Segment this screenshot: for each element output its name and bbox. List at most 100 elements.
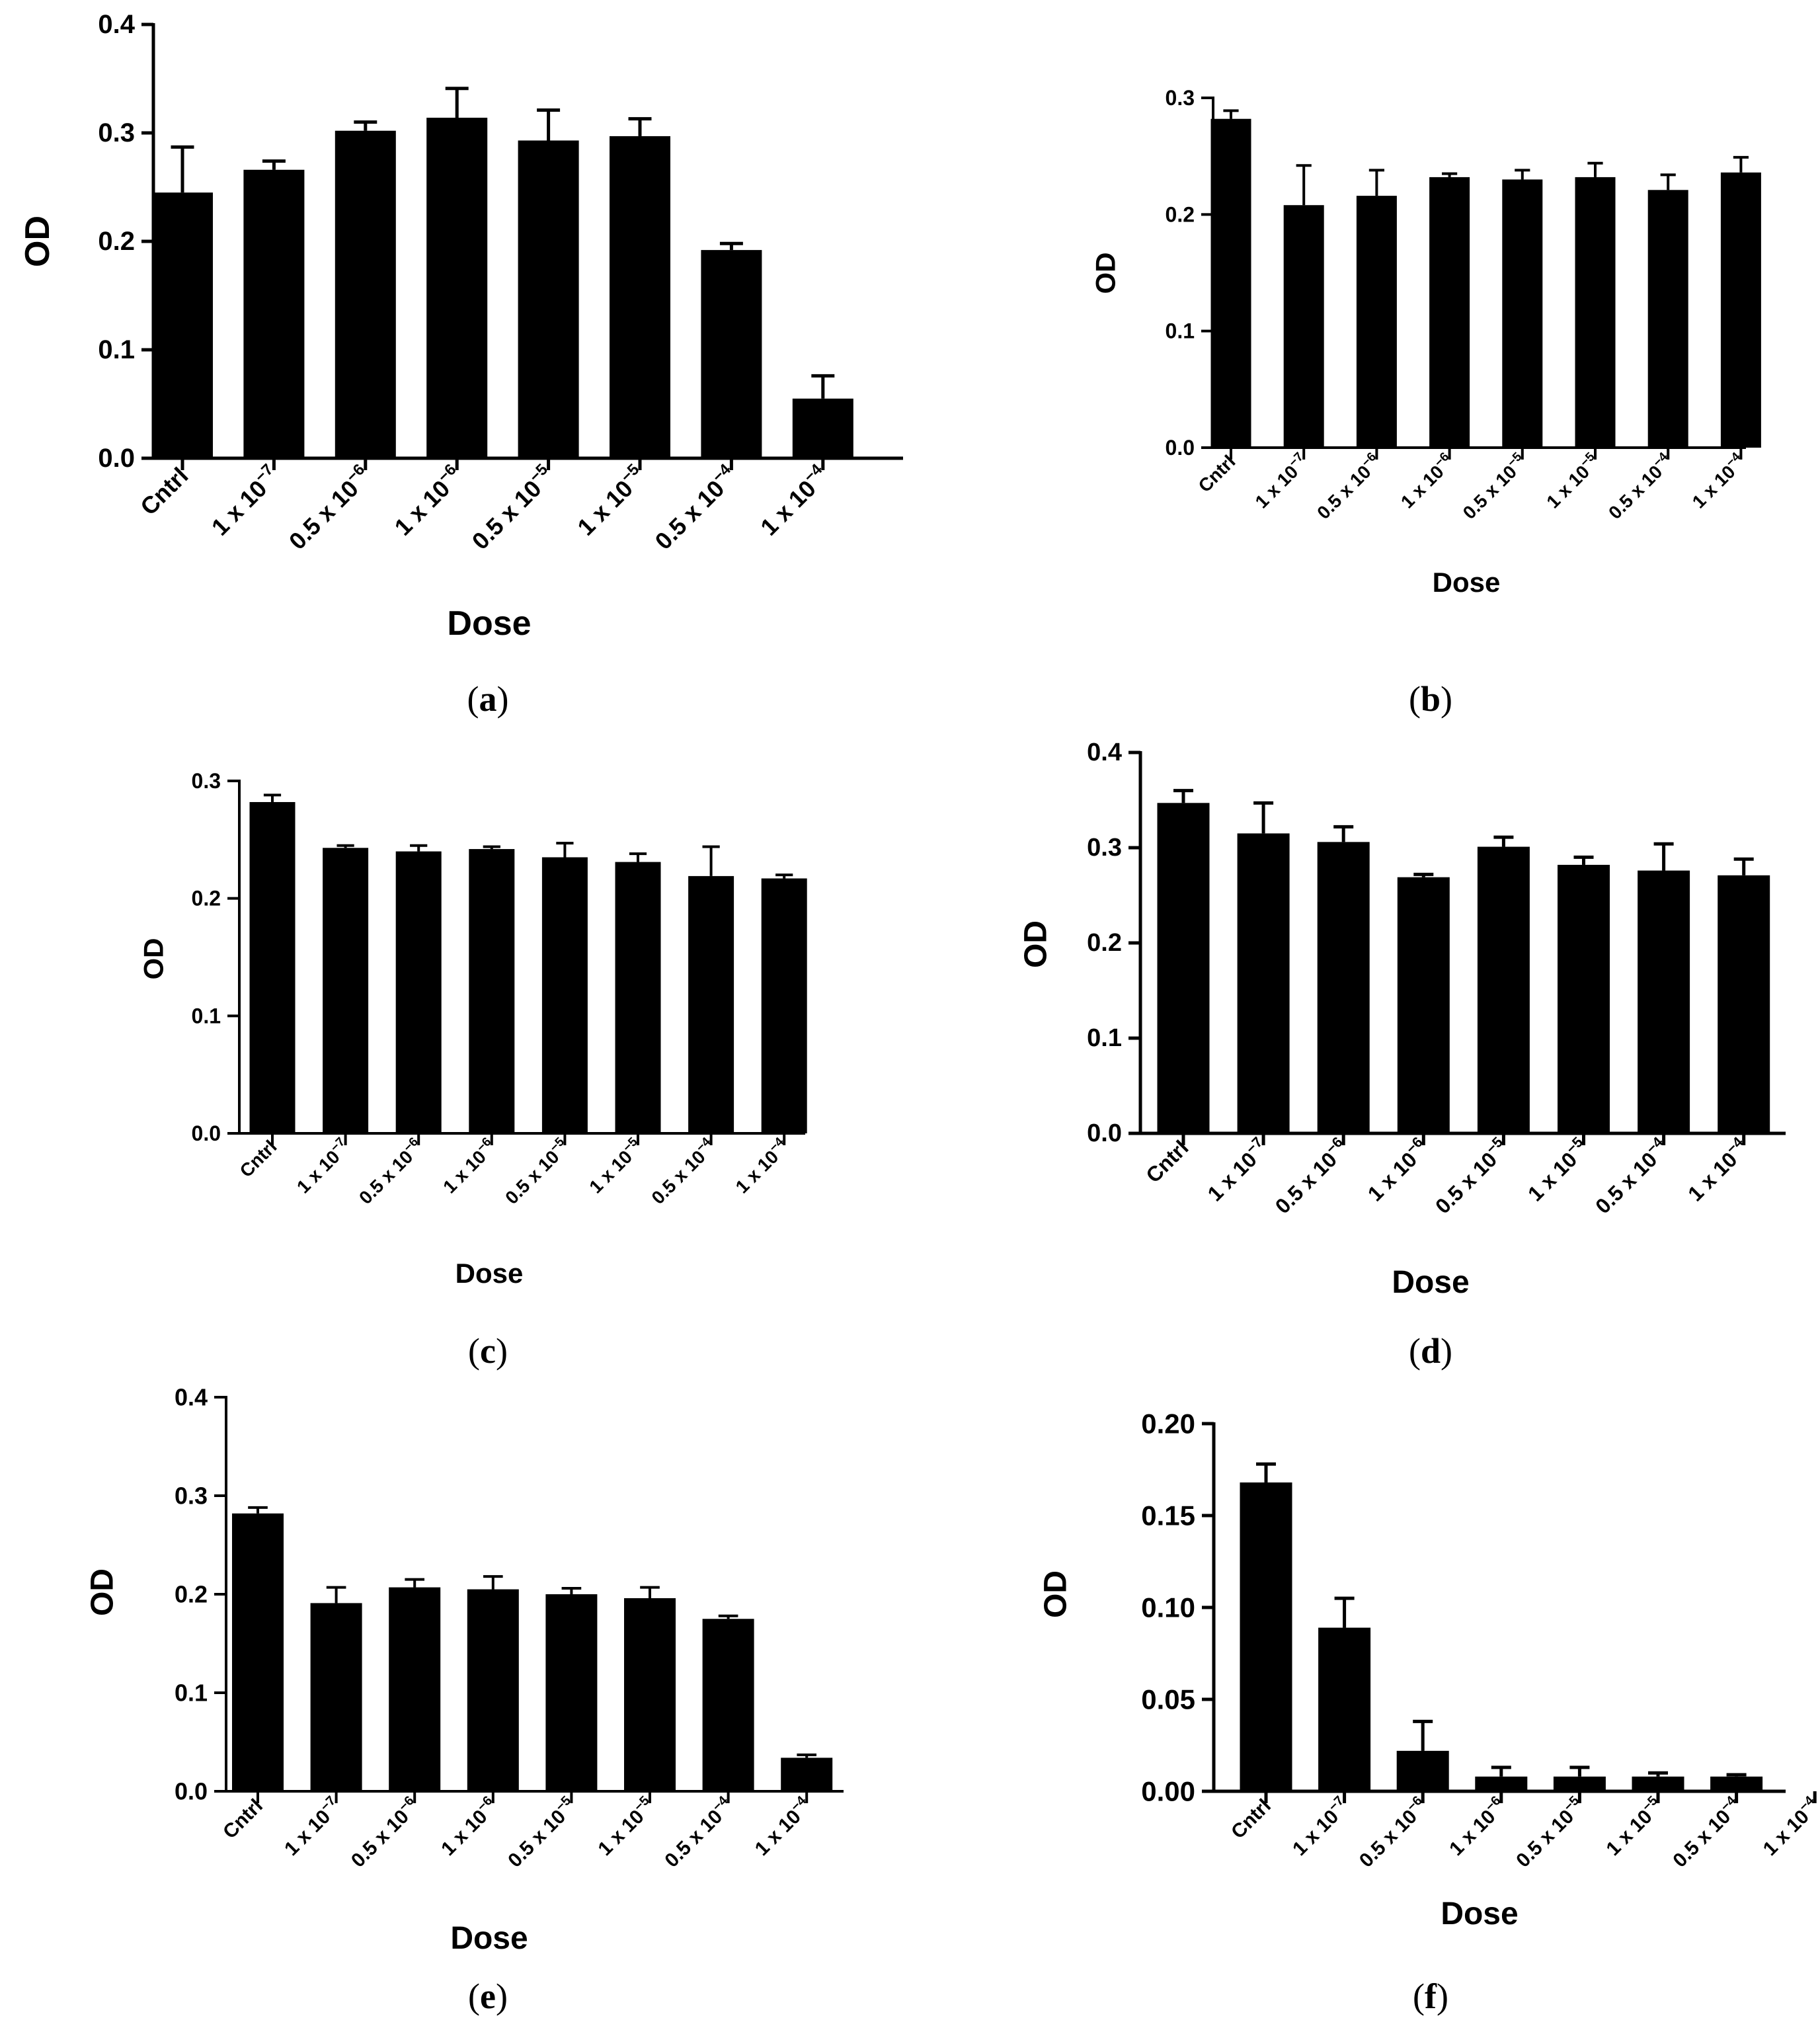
y-axis-title: OD <box>1090 253 1121 294</box>
x-tick-label: 0.5 x 10−5 <box>1511 1793 1589 1872</box>
error-bar <box>1573 855 1594 865</box>
x-axis-title: Dose <box>1392 1265 1469 1300</box>
y-tick-label: 0.4 <box>175 1384 208 1411</box>
bar <box>1632 1776 1684 1791</box>
error-bar <box>248 1506 268 1514</box>
x-tick-label: Cntrl <box>1195 451 1240 496</box>
y-tick-label: 0.4 <box>1087 739 1122 766</box>
bar <box>243 169 305 458</box>
error-bar <box>1491 1765 1511 1777</box>
bar <box>1283 205 1324 448</box>
error-bar <box>263 793 282 802</box>
error-bar <box>702 845 720 876</box>
bar <box>467 1589 519 1791</box>
bar <box>761 878 807 1133</box>
x-tick-label: 0.5 x 10−6 <box>1269 1133 1353 1218</box>
bar <box>1157 803 1210 1133</box>
bar <box>781 1758 833 1791</box>
y-tick-label: 0.2 <box>192 887 221 911</box>
x-tick-label: 1 x 10−7 <box>279 1793 346 1860</box>
error-bar <box>336 844 354 848</box>
error-bar <box>445 87 469 118</box>
x-axis-title: Dose <box>1433 567 1501 598</box>
x-tick-label: 0.5 x 10−6 <box>1353 1793 1432 1872</box>
y-tick-label: 0.4 <box>98 10 135 39</box>
error-bar <box>1660 173 1676 190</box>
error-bar <box>1368 169 1384 196</box>
error-bar <box>556 842 574 858</box>
error-bar <box>1413 1719 1433 1751</box>
bar <box>1475 1776 1528 1791</box>
bar <box>395 851 442 1133</box>
x-axis-title: Dose <box>1441 1896 1518 1931</box>
error-bar <box>354 120 377 131</box>
bar <box>1317 842 1370 1133</box>
y-tick-label: 0.10 <box>1141 1592 1195 1623</box>
error-bar <box>405 1578 425 1588</box>
bar <box>615 862 661 1133</box>
bar <box>1553 1776 1606 1791</box>
bar <box>152 192 213 458</box>
y-tick-label: 0.1 <box>1166 319 1195 343</box>
y-tick-label: 0.3 <box>192 769 221 793</box>
bar <box>1318 1627 1371 1791</box>
bar <box>1575 177 1616 448</box>
bar <box>1502 179 1543 448</box>
bar <box>310 1603 362 1791</box>
x-tick-label: 1 x 10−6 <box>1444 1793 1511 1860</box>
y-tick-label: 0.3 <box>1087 834 1122 862</box>
bar <box>1396 1750 1449 1791</box>
bar <box>541 857 588 1133</box>
error-bar <box>718 1614 738 1619</box>
x-tick-label: 0.5 x 10−4 <box>648 460 742 555</box>
x-tick-label: 1 x 10−6 <box>1396 450 1458 512</box>
panel-label: (a) <box>467 679 509 719</box>
error-bar <box>629 852 647 862</box>
x-tick-label: 1 x 10−7 <box>1201 1133 1273 1205</box>
bar <box>1210 118 1251 448</box>
x-tick-label: 1 x 10−5 <box>1601 1793 1667 1860</box>
bar <box>792 398 853 458</box>
y-tick-label: 0.1 <box>175 1680 208 1707</box>
y-tick-label: 0.1 <box>98 335 135 364</box>
bar <box>1718 875 1770 1133</box>
panel-label: (d) <box>1409 1331 1452 1371</box>
y-tick-label: 0.0 <box>98 444 135 473</box>
x-tick-label: 0.5 x 10−6 <box>282 460 377 555</box>
x-tick-label: 1 x 10−7 <box>292 1135 354 1197</box>
y-axis-title: OD <box>1039 1570 1074 1618</box>
y-tick-label: 0.05 <box>1141 1684 1195 1715</box>
bar <box>702 1619 754 1791</box>
error-bar <box>1726 1773 1747 1777</box>
x-tick-label: 1 x 10−5 <box>592 1793 659 1860</box>
bar <box>389 1587 441 1791</box>
x-tick-label: 0.5 x 10−6 <box>345 1793 424 1872</box>
y-axis-title: OD <box>19 216 57 267</box>
error-bar <box>537 108 561 141</box>
y-tick-label: 0.3 <box>98 118 135 147</box>
x-tick-label: 0.5 x 10−6 <box>1312 450 1385 523</box>
error-bar <box>1413 872 1434 877</box>
y-tick-label: 0.2 <box>98 227 135 256</box>
error-bar <box>1587 161 1603 177</box>
bar <box>232 1513 284 1791</box>
y-axis-title: OD <box>138 938 169 980</box>
x-tick-label: 1 x 10−7 <box>205 460 285 540</box>
x-tick-label: Cntrl <box>236 1136 281 1181</box>
x-tick-label: 1 x 10−4 <box>731 1135 793 1197</box>
x-tick-label: Cntrl <box>219 1795 267 1844</box>
error-bar <box>1493 835 1514 847</box>
error-bar <box>1253 801 1274 834</box>
error-bar <box>1334 1596 1355 1628</box>
error-bar <box>410 844 428 852</box>
x-tick-label: 1 x 10−5 <box>1521 1133 1593 1205</box>
y-tick-label: 0.0 <box>175 1778 208 1805</box>
error-bar <box>719 241 743 251</box>
